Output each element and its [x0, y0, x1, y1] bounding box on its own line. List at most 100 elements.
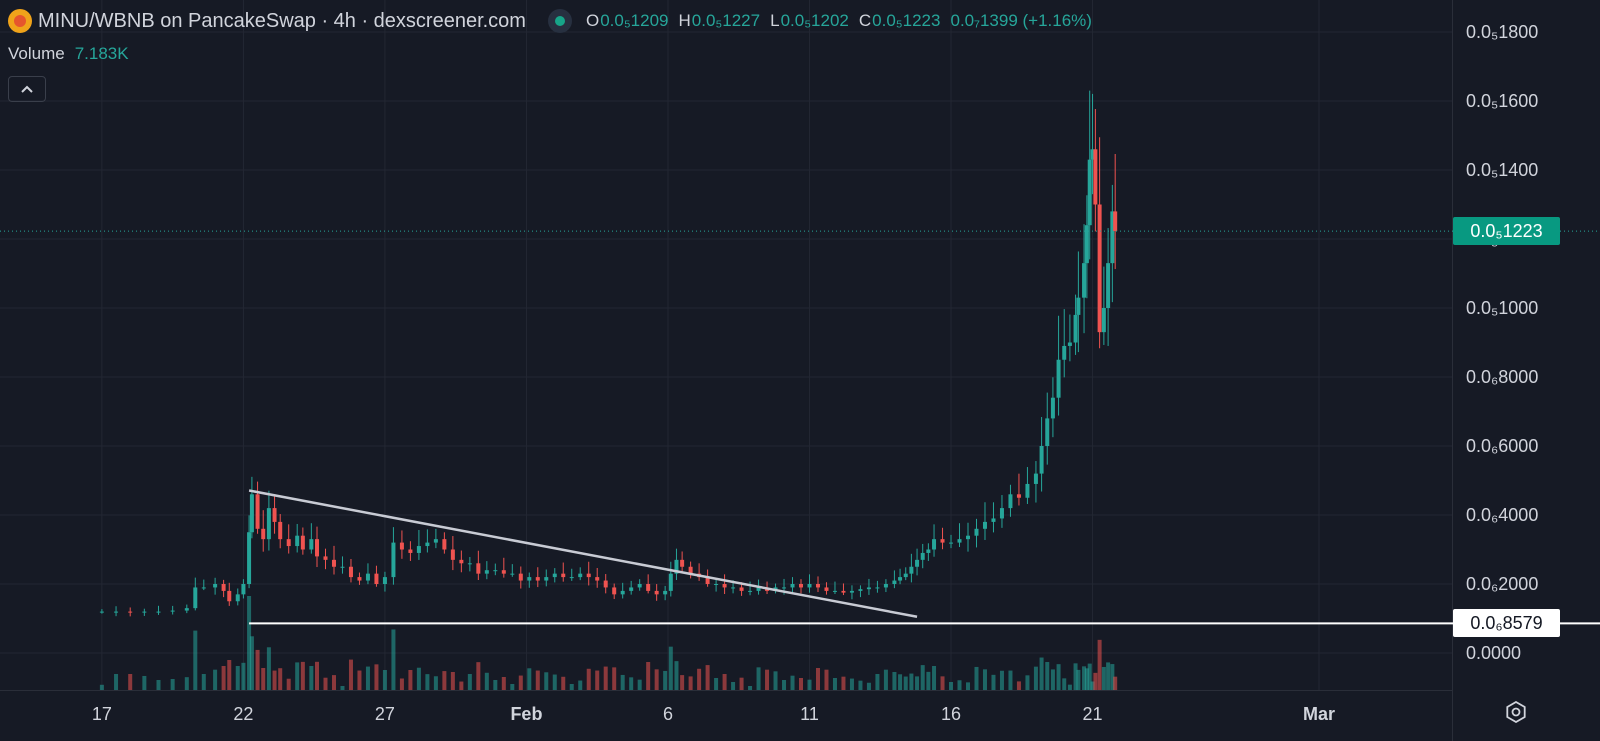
candle-body: [348, 566, 353, 578]
volume-bar: [255, 649, 260, 690]
volume-bar: [201, 674, 206, 690]
candle-body: [201, 587, 206, 589]
candle-body: [315, 539, 320, 557]
volume-bar: [920, 665, 925, 690]
volume-bar: [450, 672, 455, 690]
volume-bar: [849, 678, 854, 690]
candle-body: [467, 563, 472, 565]
x-tick-label: 17: [92, 704, 112, 724]
x-tick-label: 16: [941, 704, 961, 724]
y-tick-label: 0.0₅1600: [1466, 91, 1538, 111]
candle-body: [849, 590, 854, 593]
x-tick-label: 11: [800, 704, 819, 724]
y-tick-label: 0.0₆8000: [1466, 367, 1538, 387]
volume-bar: [323, 677, 328, 690]
candle-body: [391, 542, 396, 578]
candle-body: [637, 584, 642, 588]
ohlc-open: O0.0₅1209: [585, 11, 669, 30]
candle-body: [476, 563, 481, 574]
candle-body: [501, 570, 506, 574]
x-tick-label: 22: [233, 704, 253, 724]
candle-body: [1039, 446, 1044, 474]
volume-bar: [654, 669, 659, 690]
ohlc-low: L0.0₅1202: [770, 11, 849, 30]
candle-body: [1106, 263, 1111, 308]
volume-bar: [697, 668, 702, 690]
volume-bar: [99, 684, 104, 690]
status-dot-icon[interactable]: [547, 9, 572, 33]
volume-bar: [391, 629, 396, 690]
volume-bar: [278, 668, 283, 690]
candle-body: [926, 549, 931, 553]
candle-body: [365, 573, 370, 581]
candle-body: [261, 528, 266, 540]
trendline: [248, 489, 918, 619]
candle-body: [323, 556, 328, 560]
volume-bar: [883, 669, 888, 690]
candle-body: [1073, 314, 1078, 343]
candle-body: [213, 584, 218, 588]
volume-bar: [578, 680, 583, 690]
candle-body: [756, 587, 761, 591]
candle-body: [1056, 359, 1061, 398]
volume-bar: [467, 674, 472, 690]
volume-bar: [544, 672, 549, 690]
volume-bar: [266, 647, 271, 690]
candle-body: [629, 587, 634, 591]
candle-body: [309, 539, 314, 550]
candle-body: [578, 573, 583, 578]
candle-body: [442, 539, 447, 550]
candle-body: [374, 573, 379, 584]
last-price-badge: 0.0₅1223: [1453, 217, 1560, 245]
volume-bar: [1101, 666, 1106, 690]
y-tick-label: 0.0₆4000: [1466, 505, 1538, 525]
volume-bar: [739, 677, 744, 690]
candle-body: [1025, 483, 1030, 498]
ohlc-close: C0.0₅1223: [858, 11, 941, 30]
volume-bar: [646, 662, 651, 690]
volume-bar: [261, 668, 266, 690]
volume-bar: [595, 670, 600, 690]
volume-bar: [235, 666, 240, 690]
candle-body: [991, 518, 996, 522]
volume-bar: [999, 670, 1004, 690]
candle-body: [128, 611, 133, 613]
volume-bar: [510, 684, 515, 690]
volume-bar: [408, 670, 413, 690]
volume-legend: Volume 7.183K: [8, 44, 129, 64]
gear-icon[interactable]: [1505, 701, 1527, 723]
candle-body: [920, 552, 925, 560]
volume-bar: [982, 669, 987, 690]
volume-bar: [1113, 676, 1118, 690]
volume-bar: [909, 673, 914, 690]
candle-body: [739, 587, 744, 591]
volume-bar: [1073, 663, 1078, 690]
candle-body: [595, 577, 600, 581]
volume-bar: [966, 682, 970, 690]
volume-bar: [382, 670, 387, 690]
candle-body: [170, 610, 175, 612]
candle-body: [450, 549, 455, 560]
volume-bar: [782, 680, 787, 690]
volume-bar: [722, 674, 727, 690]
volume-bar: [688, 676, 693, 690]
volume-bar: [315, 661, 320, 690]
candle-body: [416, 546, 421, 553]
volume-bar: [957, 680, 962, 690]
ohlc-high: H0.0₅1227: [678, 11, 761, 30]
volume-bar: [1082, 666, 1087, 690]
candle-body: [459, 559, 464, 564]
volume-bar: [668, 646, 673, 690]
candle-body: [668, 573, 673, 591]
candle-body: [1050, 397, 1055, 419]
candle-body: [295, 535, 300, 547]
volume-bar: [915, 676, 920, 690]
candle-body: [433, 539, 438, 543]
x-tick-label: 21: [1083, 704, 1103, 724]
collapse-button[interactable]: [8, 76, 46, 102]
candle-body: [866, 587, 871, 590]
candle-body: [586, 573, 591, 578]
volume-bar: [705, 665, 710, 690]
volume-bar: [501, 677, 506, 690]
